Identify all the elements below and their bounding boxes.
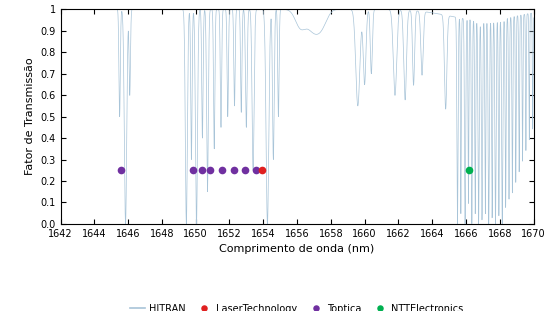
Legend: HITRAN, LaserTechnology, Toptica, NTTElectronics: HITRAN, LaserTechnology, Toptica, NTTEle…: [126, 300, 468, 311]
Y-axis label: Fator de Transmissão: Fator de Transmissão: [25, 58, 35, 175]
X-axis label: Comprimento de onda (nm): Comprimento de onda (nm): [219, 244, 375, 254]
